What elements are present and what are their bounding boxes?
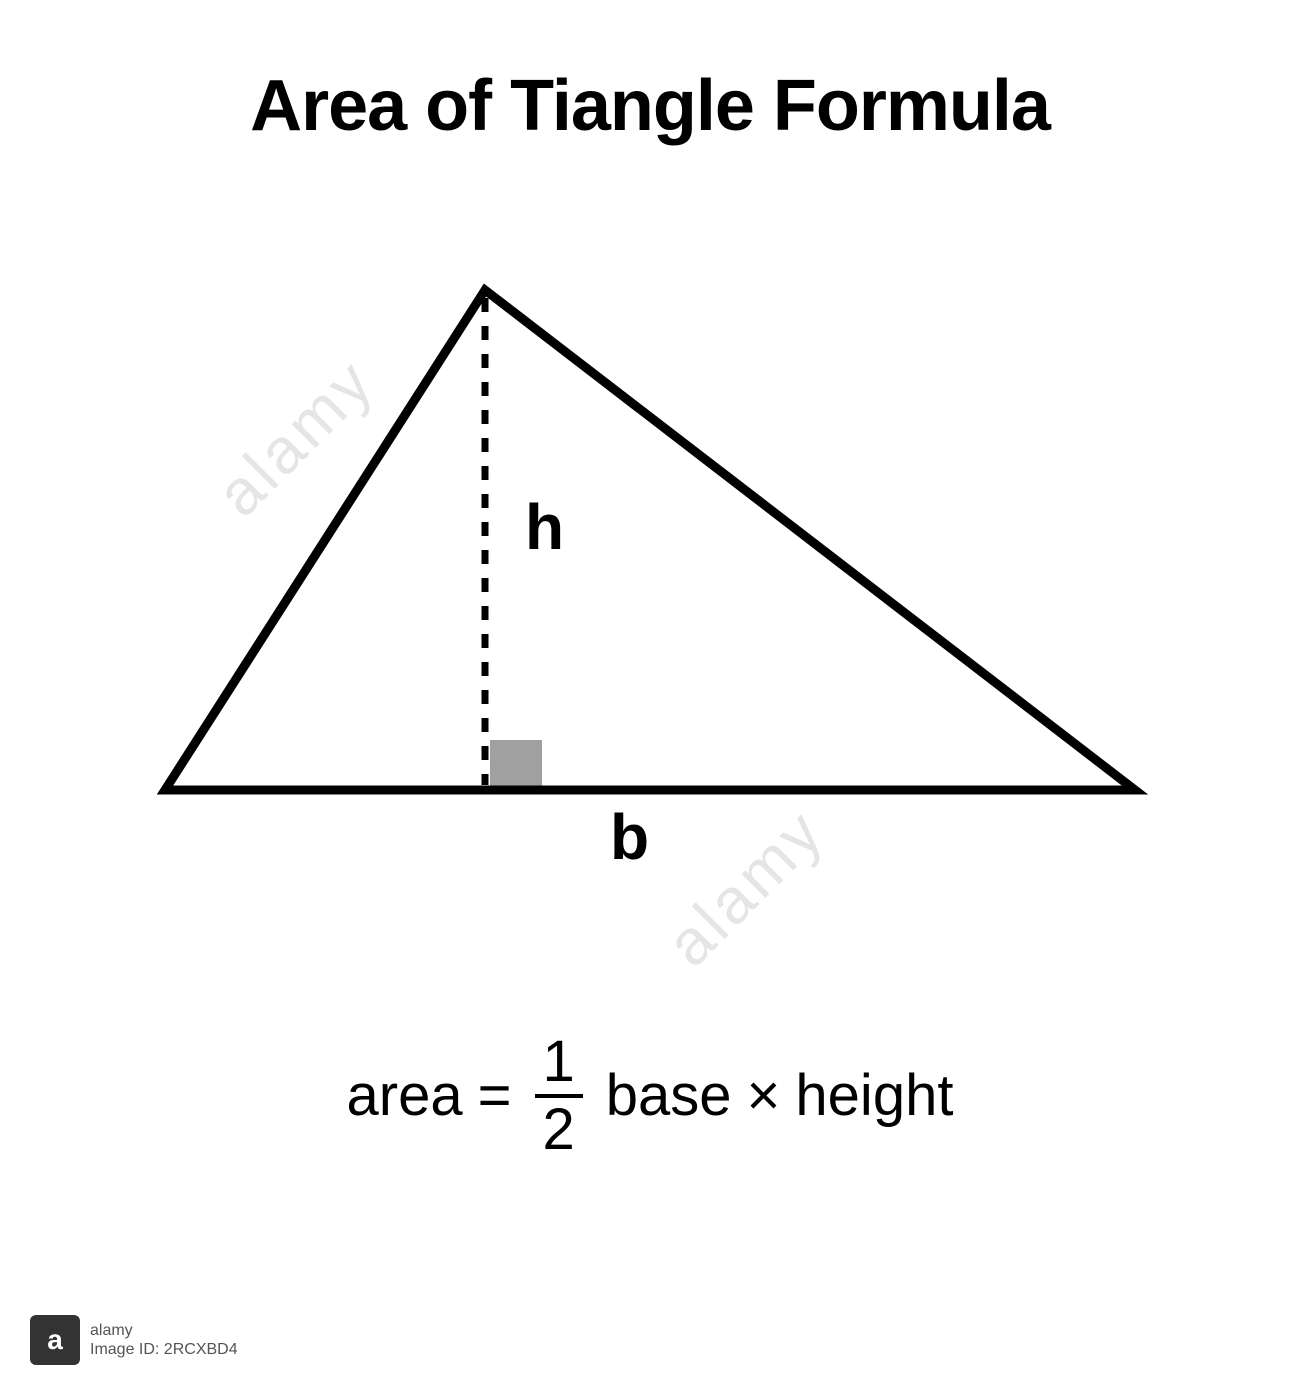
triangle-outline: [165, 290, 1135, 790]
watermark-logo-text: alamy Image ID: 2RCXBD4: [90, 1321, 238, 1359]
watermark-logo-icon: a: [30, 1315, 80, 1365]
formula-height: height: [795, 1062, 953, 1129]
watermark-logo-line1: alamy: [90, 1321, 238, 1340]
base-label: b: [610, 800, 649, 874]
watermark-logo-line2: Image ID: 2RCXBD4: [90, 1340, 238, 1359]
page-title: Area of Tiangle Formula: [0, 65, 1300, 147]
formula-fraction: 1 2: [535, 1030, 583, 1162]
fraction-denominator: 2: [535, 1098, 583, 1162]
triangle-svg: [130, 280, 1170, 860]
triangle-diagram: h b: [130, 280, 1170, 860]
formula-equals: =: [478, 1062, 512, 1129]
fraction-numerator: 1: [535, 1030, 583, 1098]
formula-lhs: area: [347, 1062, 463, 1129]
watermark-logo: a alamy Image ID: 2RCXBD4: [30, 1315, 238, 1365]
formula-base: base: [606, 1062, 732, 1129]
height-label: h: [525, 490, 564, 564]
formula-multiply: ×: [747, 1062, 781, 1129]
area-formula: area = 1 2 base × height: [0, 1030, 1300, 1162]
right-angle-marker: [490, 740, 542, 792]
